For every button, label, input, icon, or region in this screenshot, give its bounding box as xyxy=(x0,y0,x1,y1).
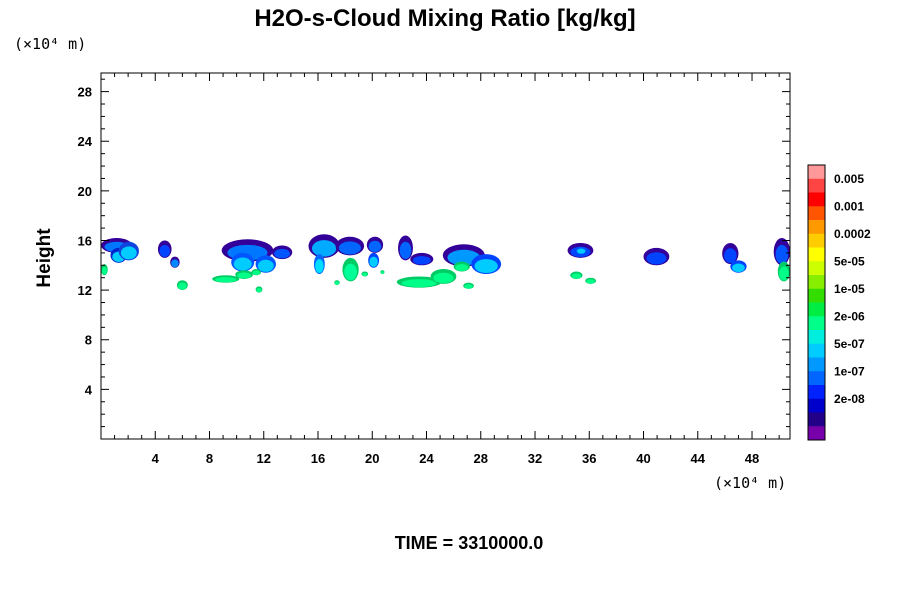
y-tick-label: 24 xyxy=(78,134,93,149)
colorbar-swatch xyxy=(808,288,825,303)
x-axis: 4 8 12 16 20 24 28 32 36 40 44 48 xyxy=(114,73,780,466)
x-tick-label: 8 xyxy=(206,451,213,466)
cloud-blob xyxy=(576,248,586,254)
cloud-blob xyxy=(412,256,431,265)
x-tick-label: 16 xyxy=(311,451,325,466)
cloud-blob xyxy=(344,263,357,281)
colorbar-swatch xyxy=(808,412,825,427)
colorbar-label: 5e-07 xyxy=(834,337,865,351)
cloud-blob xyxy=(380,271,385,274)
y-axis-label: Height xyxy=(34,228,55,288)
colorbar-label: 0.005 xyxy=(834,172,864,186)
x-tick-label: 12 xyxy=(257,451,271,466)
colorbar-label: 2e-06 xyxy=(834,309,865,323)
cloud-blob xyxy=(334,281,340,285)
colorbar-swatch xyxy=(808,398,825,413)
colorbar-frame xyxy=(807,164,826,441)
x-tick-label: 44 xyxy=(691,451,706,466)
cloud-blob xyxy=(399,241,412,260)
y-tick-label: 20 xyxy=(78,184,92,199)
cloud-blob xyxy=(274,248,291,259)
cloud-blob xyxy=(233,257,252,271)
colorbar-swatch xyxy=(808,233,825,248)
cloud-blob xyxy=(586,279,595,284)
y-tick-label: 16 xyxy=(78,233,92,248)
cloud-blob xyxy=(464,284,473,289)
y-tick-label: 8 xyxy=(85,333,92,348)
colorbar-swatch xyxy=(808,275,825,290)
colorbar: 0.005 0.001 0.0002 5e-05 1e-05 2e-06 5e-07 1e-0… xyxy=(807,164,871,441)
colorbar-label: 2e-08 xyxy=(834,392,865,406)
x-tick-label: 28 xyxy=(474,451,488,466)
colorbar-label: 1e-05 xyxy=(834,282,865,296)
y-tick-label: 4 xyxy=(85,382,93,397)
colorbar-swatch xyxy=(808,426,825,441)
colorbar-swatch xyxy=(808,385,825,400)
y-axis-unit: (×10⁴ m) xyxy=(14,35,86,53)
cloud-blob xyxy=(311,240,337,257)
cloud-blob xyxy=(646,252,667,265)
cloud-blob xyxy=(215,277,237,283)
cloud-blob xyxy=(775,244,789,264)
cloud-blob xyxy=(101,266,108,275)
cloud-blob xyxy=(257,259,274,272)
colorbar-swatch xyxy=(808,316,825,331)
colorbar-label: 0.001 xyxy=(834,199,864,213)
colorbar-swatch xyxy=(808,371,825,386)
y-tick-label: 28 xyxy=(78,85,92,100)
cloud-blob xyxy=(315,259,324,273)
cloud-blob xyxy=(368,240,382,253)
colorbar-swatch xyxy=(808,192,825,207)
cloud-blob xyxy=(338,241,361,255)
colorbar-swatch xyxy=(808,165,825,180)
plot-frame xyxy=(100,72,791,440)
cloud-blob xyxy=(120,246,137,260)
cloud-blob xyxy=(369,256,378,268)
x-tick-label: 4 xyxy=(152,451,160,466)
colorbar-swatch xyxy=(808,330,825,345)
colorbar-swatch xyxy=(808,178,825,193)
colorbar-label: 0.0002 xyxy=(834,227,871,241)
y-tick-label: 12 xyxy=(78,283,92,298)
colorbar-swatch xyxy=(808,220,825,235)
x-tick-label: 40 xyxy=(636,451,650,466)
colorbar-swatch xyxy=(808,302,825,317)
cloud-blob xyxy=(401,279,437,288)
cloud-blob xyxy=(171,259,179,268)
cloud-blob xyxy=(178,282,187,290)
cloud-blob xyxy=(256,287,262,293)
x-tick-label: 20 xyxy=(365,451,379,466)
x-tick-label: 36 xyxy=(582,451,596,466)
colorbar-label: 1e-07 xyxy=(834,364,865,378)
colorbar-swatch xyxy=(808,261,825,276)
time-label: TIME = 3310000.0 xyxy=(395,533,544,553)
x-axis-unit: (×10⁴ m) xyxy=(714,474,786,492)
colorbar-label: 5e-05 xyxy=(834,254,865,268)
cloud-blob xyxy=(362,272,368,277)
cloud-blob xyxy=(433,272,454,284)
x-tick-label: 48 xyxy=(745,451,759,466)
x-tick-label: 32 xyxy=(528,451,542,466)
cloud-blob xyxy=(571,273,582,279)
cloud-blob xyxy=(732,263,745,273)
cloud-blob xyxy=(455,264,469,272)
cloud-blob xyxy=(474,259,498,273)
cloud-blob xyxy=(779,266,789,281)
cloud-blob xyxy=(723,248,737,264)
cloud-blob xyxy=(159,244,171,257)
x-tick-label: 24 xyxy=(419,451,434,466)
colorbar-swatch xyxy=(808,357,825,372)
colorbar-swatch xyxy=(808,247,825,262)
cloud-blob xyxy=(252,270,260,275)
cloud-blob xyxy=(237,272,251,279)
colorbar-swatch xyxy=(808,343,825,358)
y-axis: 4 8 12 16 20 24 28 xyxy=(78,78,790,428)
colorbar-swatch xyxy=(808,206,825,221)
cloud-field xyxy=(101,234,790,293)
chart-title: H2O-s-Cloud Mixing Ratio [kg/kg] xyxy=(254,5,635,32)
